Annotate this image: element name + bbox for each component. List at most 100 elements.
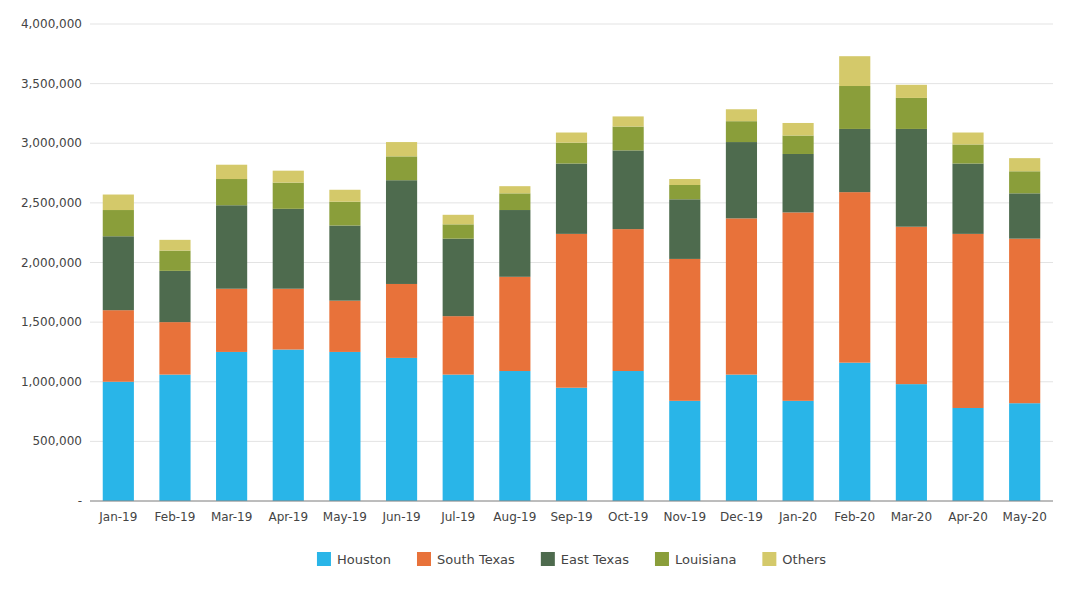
bar-segment bbox=[216, 289, 247, 352]
bar-segment bbox=[216, 179, 247, 205]
bar-segment bbox=[613, 127, 644, 151]
bar-segment bbox=[783, 154, 814, 212]
bar-segment bbox=[273, 183, 304, 209]
bar-segment bbox=[1009, 158, 1040, 171]
legend-swatch bbox=[417, 552, 431, 566]
bar-segment bbox=[216, 352, 247, 501]
bar-segment bbox=[1009, 193, 1040, 238]
legend-swatch bbox=[317, 552, 331, 566]
x-tick-label: Mar-19 bbox=[211, 510, 252, 524]
bar-segment bbox=[443, 239, 474, 317]
y-tick-label: 3,000,000 bbox=[21, 136, 82, 150]
bar-segment bbox=[103, 310, 134, 382]
x-tick-label: Jun-19 bbox=[381, 510, 420, 524]
chart: -500,0001,000,0001,500,0002,000,0002,500… bbox=[0, 0, 1077, 591]
bar-segment bbox=[726, 121, 757, 142]
bar-segment bbox=[216, 165, 247, 179]
legend-item: South Texas bbox=[417, 552, 515, 567]
x-tick-label: May-19 bbox=[323, 510, 367, 524]
bar-segment bbox=[386, 180, 417, 284]
bar-segment bbox=[386, 156, 417, 180]
grid-line bbox=[90, 24, 1053, 25]
bar-segment bbox=[669, 185, 700, 199]
bars bbox=[103, 56, 1041, 501]
y-tick-label: 2,000,000 bbox=[21, 256, 82, 270]
legend: Houston South Texas East Texas Louisiana Oth… bbox=[317, 552, 826, 567]
bar-segment bbox=[103, 236, 134, 310]
bar-segment bbox=[726, 375, 757, 501]
bar-segment bbox=[386, 358, 417, 501]
bar-segment bbox=[159, 322, 190, 374]
legend-swatch bbox=[762, 552, 776, 566]
bar-segment bbox=[613, 371, 644, 501]
bar-segment bbox=[952, 234, 983, 408]
x-axis: Jan-19Feb-19Mar-19Apr-19May-19Jun-19Jul-… bbox=[98, 510, 1047, 524]
bar-segment bbox=[273, 171, 304, 183]
bar-segment bbox=[896, 227, 927, 384]
legend-item: Others bbox=[762, 552, 826, 567]
legend-label: East Texas bbox=[561, 552, 629, 567]
bar-segment bbox=[556, 143, 587, 164]
bar-segment bbox=[669, 199, 700, 259]
x-tick-label: Mar-20 bbox=[891, 510, 932, 524]
legend-swatch bbox=[655, 552, 669, 566]
bar-segment bbox=[952, 144, 983, 163]
bar-segment bbox=[159, 375, 190, 501]
bar-segment bbox=[329, 301, 360, 352]
bar-segment bbox=[896, 85, 927, 98]
bar-segment bbox=[1009, 239, 1040, 404]
bar-segment bbox=[103, 382, 134, 501]
bar-segment bbox=[613, 150, 644, 229]
x-tick-label: Dec-19 bbox=[720, 510, 763, 524]
bar-segment bbox=[556, 388, 587, 501]
bar-segment bbox=[273, 289, 304, 350]
bar-segment bbox=[952, 133, 983, 145]
bar-segment bbox=[443, 316, 474, 374]
bar-segment bbox=[952, 408, 983, 501]
bar-segment bbox=[783, 401, 814, 501]
bar-segment bbox=[386, 284, 417, 358]
legend-item: Houston bbox=[317, 552, 391, 567]
bar-segment bbox=[103, 195, 134, 211]
bar-segment bbox=[499, 186, 530, 193]
legend-label: Louisiana bbox=[675, 552, 736, 567]
bar-segment bbox=[159, 240, 190, 251]
grid-line bbox=[90, 501, 1053, 502]
y-tick-label: 500,000 bbox=[32, 434, 82, 448]
bar-segment bbox=[839, 363, 870, 501]
bar-segment bbox=[839, 86, 870, 129]
bar-segment bbox=[159, 271, 190, 322]
bar-segment bbox=[216, 205, 247, 288]
bar-segment bbox=[613, 116, 644, 126]
y-tick-label: 1,500,000 bbox=[21, 315, 82, 329]
y-tick-label: 3,500,000 bbox=[21, 77, 82, 91]
x-tick-label: Nov-19 bbox=[663, 510, 706, 524]
x-tick-label: Aug-19 bbox=[493, 510, 536, 524]
bar-segment bbox=[499, 371, 530, 501]
x-tick-label: Jan-19 bbox=[98, 510, 137, 524]
x-tick-label: Sep-19 bbox=[550, 510, 592, 524]
bar-segment bbox=[952, 164, 983, 234]
bar-segment bbox=[669, 179, 700, 185]
bar-segment bbox=[159, 251, 190, 271]
y-tick-label: 2,500,000 bbox=[21, 196, 82, 210]
legend-item: East Texas bbox=[541, 552, 629, 567]
bar-segment bbox=[329, 202, 360, 226]
x-tick-label: Feb-20 bbox=[834, 510, 875, 524]
bar-segment bbox=[726, 109, 757, 121]
grid-line bbox=[90, 83, 1053, 84]
bar-segment bbox=[669, 401, 700, 501]
bar-segment bbox=[443, 215, 474, 225]
legend-label: South Texas bbox=[437, 552, 515, 567]
bar-segment bbox=[1009, 171, 1040, 193]
x-tick-label: May-20 bbox=[1003, 510, 1047, 524]
legend-swatch bbox=[541, 552, 555, 566]
bar-segment bbox=[613, 229, 644, 371]
bar-segment bbox=[273, 350, 304, 501]
bar-segment bbox=[556, 234, 587, 388]
bar-segment bbox=[726, 142, 757, 218]
x-tick-label: Apr-19 bbox=[268, 510, 308, 524]
x-tick-label: Jul-19 bbox=[440, 510, 475, 524]
x-axis-line bbox=[90, 501, 1053, 502]
bar-segment bbox=[783, 123, 814, 136]
